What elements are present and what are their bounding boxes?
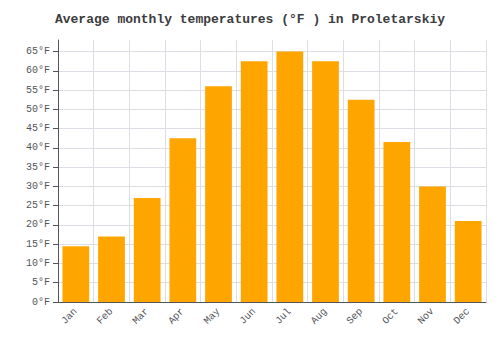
svg-text:5°F: 5°F [32, 277, 50, 288]
svg-text:Oct: Oct [380, 306, 400, 326]
svg-text:25°F: 25°F [26, 200, 50, 211]
svg-text:Jun: Jun [238, 306, 258, 326]
svg-text:45°F: 45°F [26, 123, 50, 134]
svg-text:Apr: Apr [166, 306, 186, 326]
svg-text:Sep: Sep [345, 306, 365, 326]
svg-text:10°F: 10°F [26, 258, 50, 269]
svg-text:Dec: Dec [452, 306, 472, 326]
svg-text:Average monthly temperatures (: Average monthly temperatures (°F ) in Pr… [55, 12, 445, 27]
svg-text:Mar: Mar [131, 306, 151, 326]
svg-text:Nov: Nov [416, 306, 436, 326]
svg-text:Aug: Aug [309, 306, 329, 326]
svg-text:50°F: 50°F [26, 104, 50, 115]
svg-text:30°F: 30°F [26, 181, 50, 192]
svg-text:65°F: 65°F [26, 46, 50, 57]
svg-text:15°F: 15°F [26, 239, 50, 250]
svg-text:40°F: 40°F [26, 142, 50, 153]
svg-text:35°F: 35°F [26, 162, 50, 173]
svg-text:20°F: 20°F [26, 219, 50, 230]
svg-text:60°F: 60°F [26, 65, 50, 76]
svg-text:55°F: 55°F [26, 85, 50, 96]
svg-text:May: May [202, 306, 222, 326]
svg-text:0°F: 0°F [32, 297, 50, 308]
svg-text:Feb: Feb [95, 306, 115, 326]
svg-text:Jul: Jul [273, 306, 293, 326]
svg-text:Jan: Jan [59, 306, 79, 326]
